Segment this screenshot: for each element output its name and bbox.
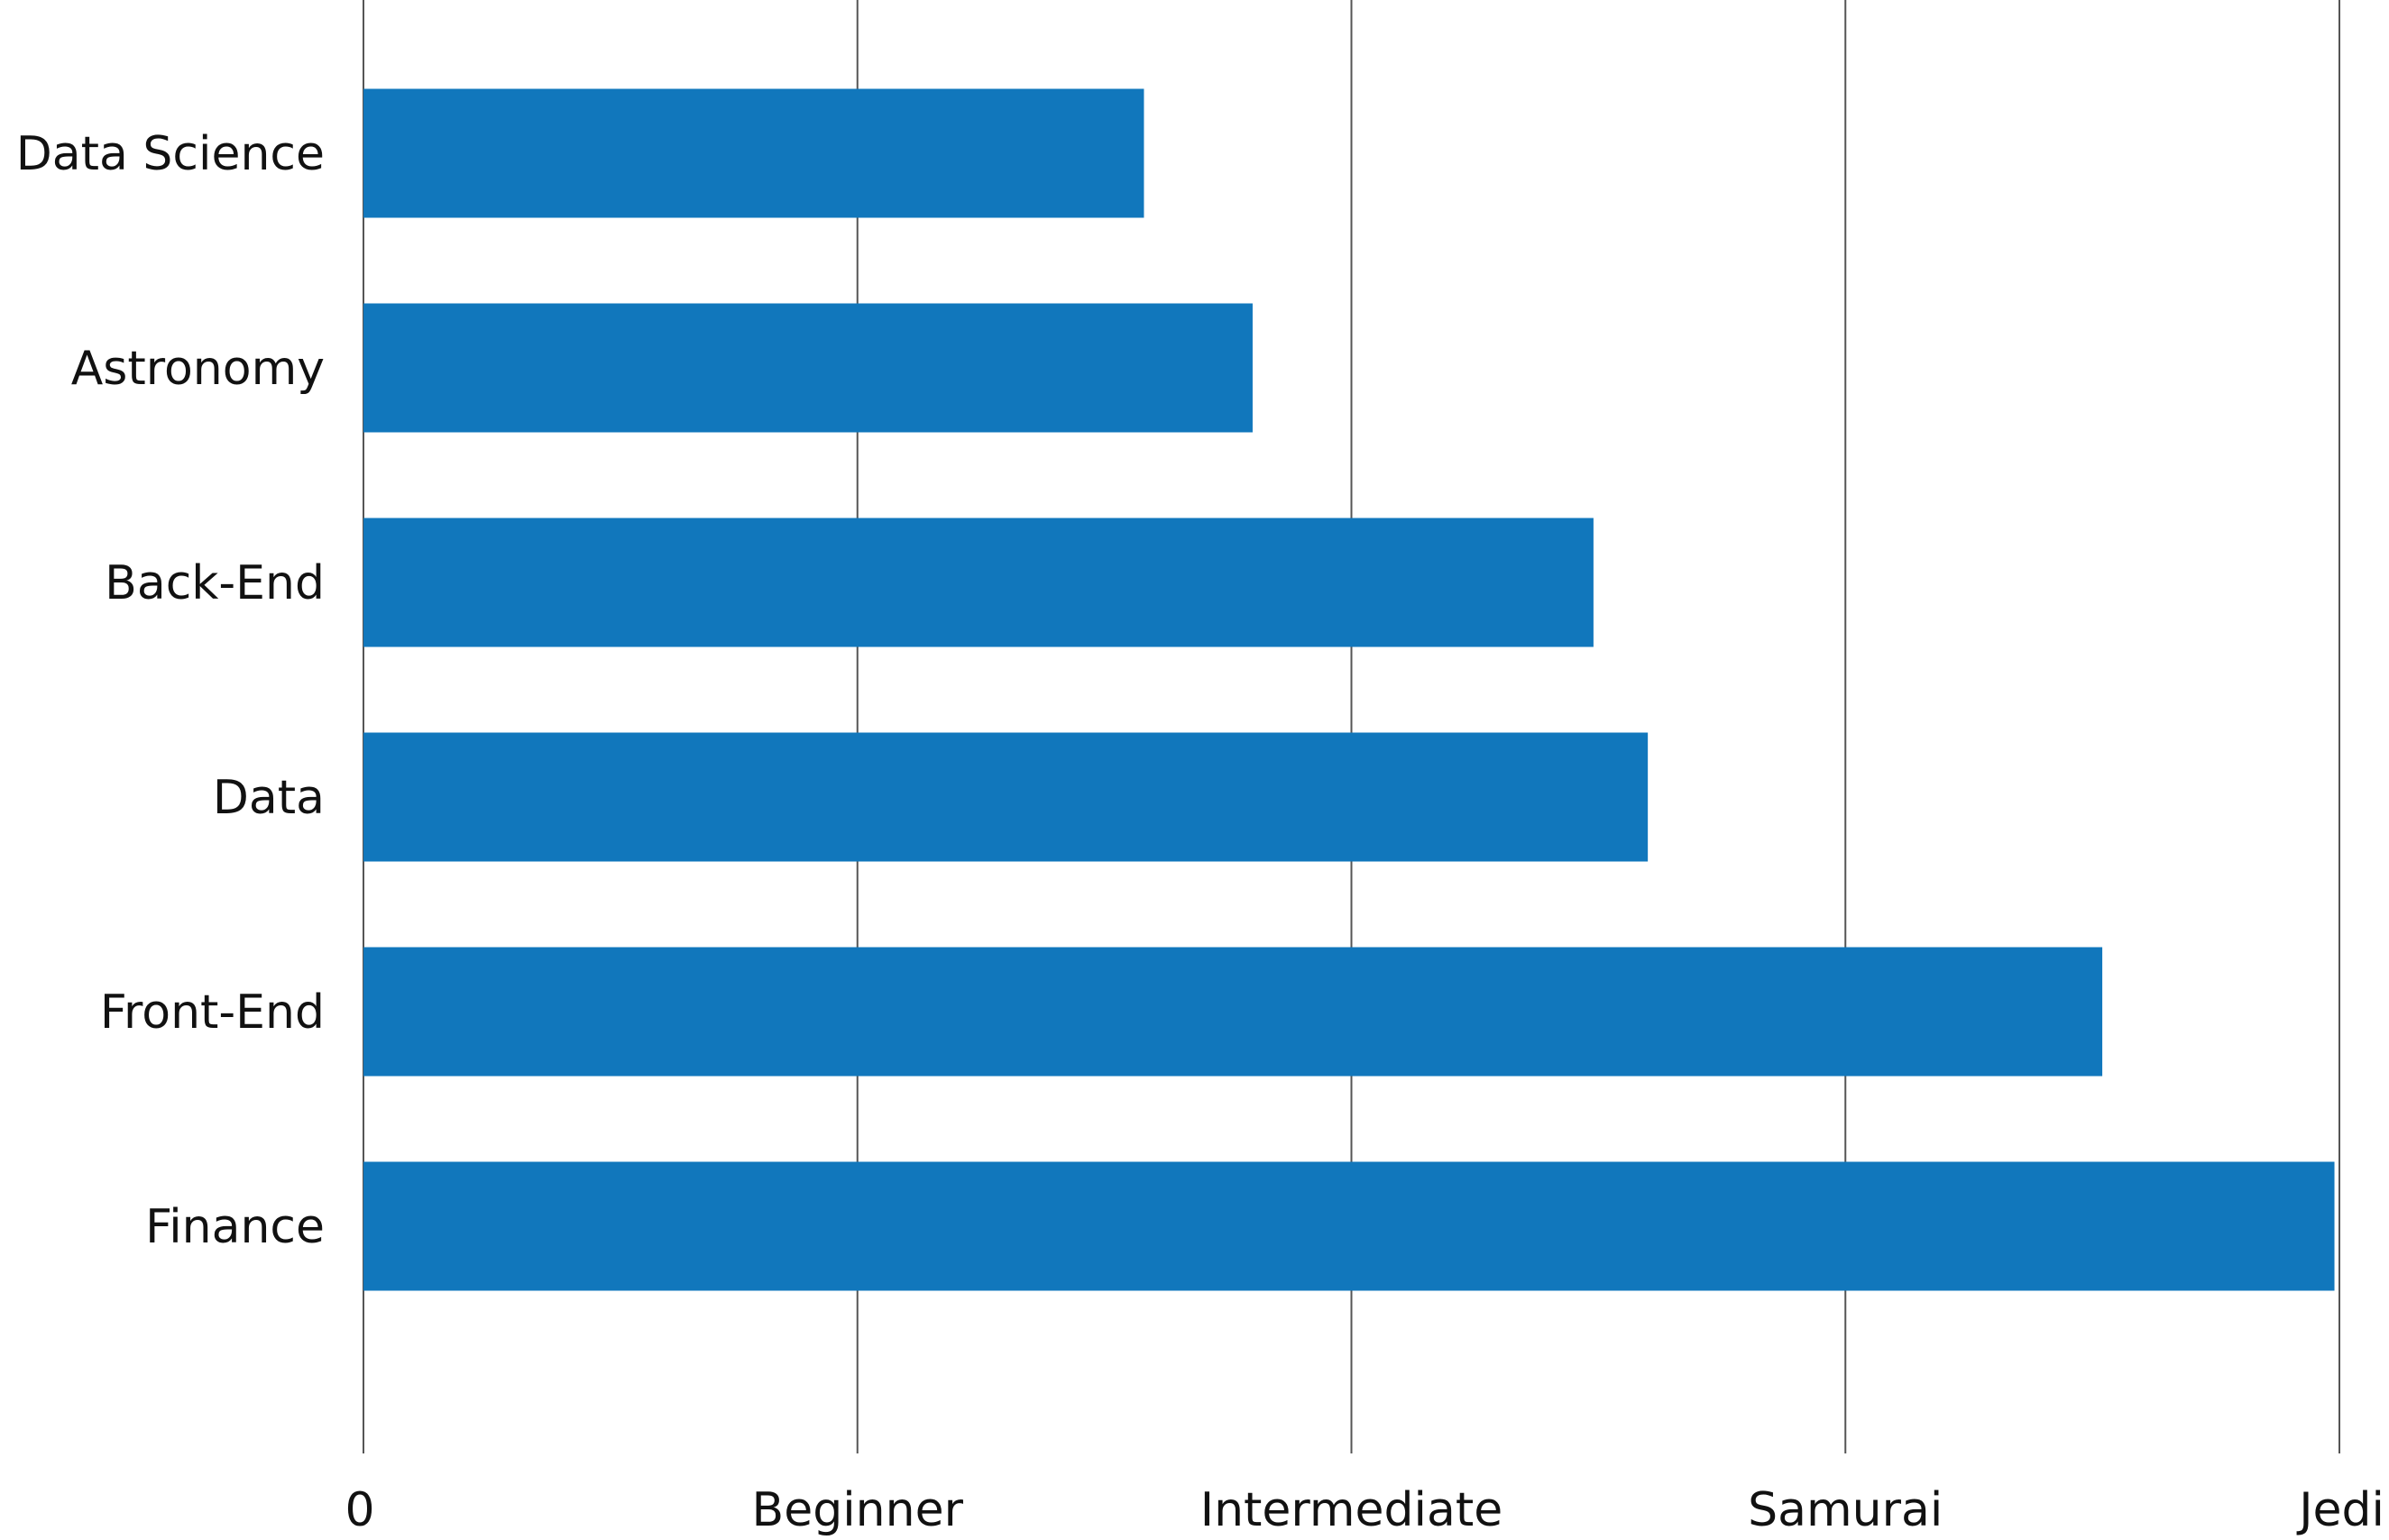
bar-1 [363, 303, 1253, 433]
x-tick-label-4: Jedi [2296, 1483, 2384, 1537]
x-tick-label-3: Samurai [1748, 1483, 1943, 1537]
x-tick-label-2: Intermediate [1200, 1483, 1503, 1537]
category-label-3: Data [213, 771, 325, 825]
category-label-2: Back-End [105, 556, 325, 610]
category-label-1: Astronomy [71, 342, 325, 396]
bar-2 [363, 518, 1594, 647]
bars [363, 88, 2335, 1291]
bar-5 [363, 1161, 2335, 1291]
category-label-4: Front-End [100, 985, 325, 1040]
bar-3 [363, 732, 1649, 862]
x-tick-label-1: Beginner [752, 1483, 964, 1537]
bar-0 [363, 88, 1144, 218]
x-tick-labels: 0 Beginner Intermediate Samurai Jedi [345, 1483, 2384, 1537]
bar-4 [363, 947, 2103, 1077]
category-label-5: Finance [145, 1200, 325, 1254]
category-label-0: Data Science [16, 127, 325, 181]
category-labels: Data Science Astronomy Back-End Data Front-E… [16, 127, 325, 1254]
x-tick-label-0: 0 [345, 1483, 374, 1537]
